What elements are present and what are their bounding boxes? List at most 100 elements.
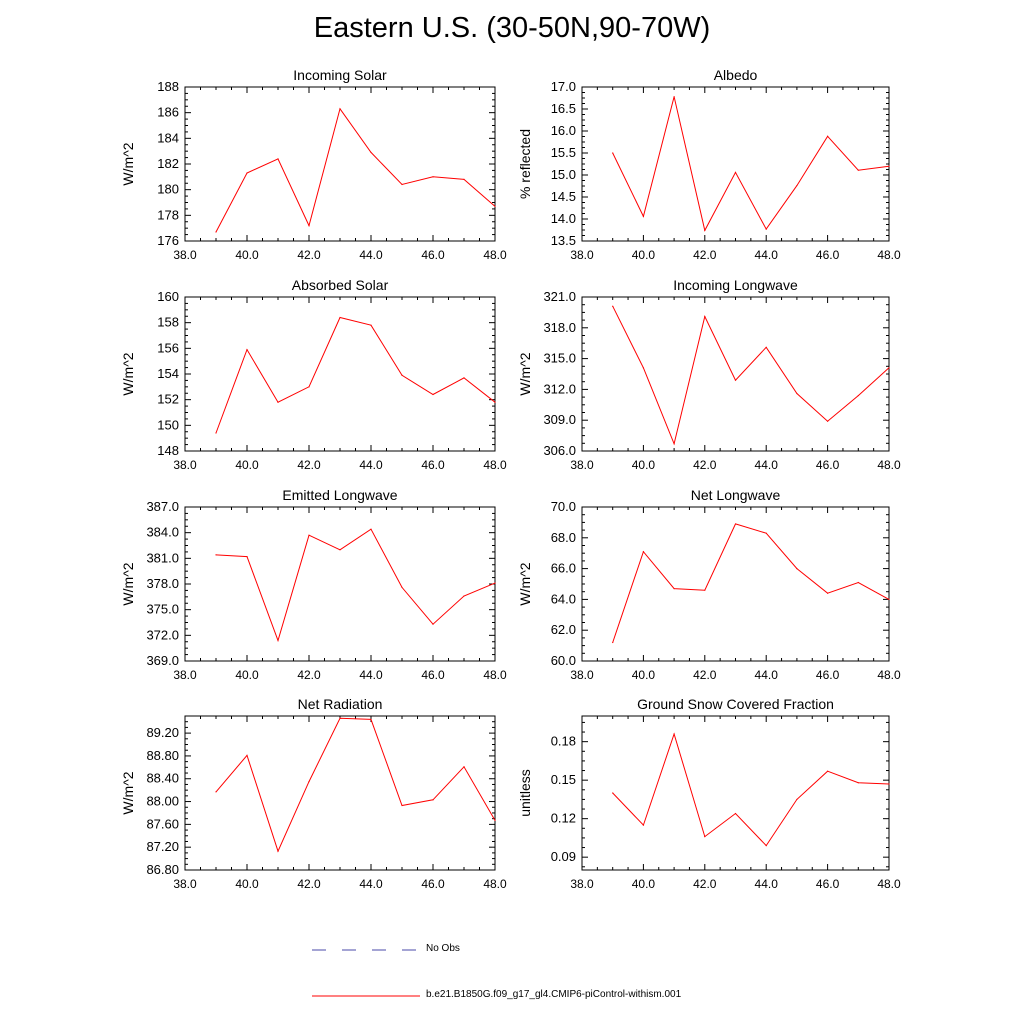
page-title: Eastern U.S. (30-50N,90-70W) — [313, 12, 711, 44]
data-point — [494, 582, 496, 584]
chart-title: Net Radiation — [298, 696, 383, 712]
plot-frame — [184, 296, 496, 452]
data-point — [432, 623, 434, 625]
y-tick-label: 378.0 — [146, 576, 179, 591]
x-tick-label: 40.0 — [632, 877, 656, 891]
x-tick-label: 44.0 — [755, 248, 779, 262]
data-point — [765, 845, 767, 847]
x-tick-label: 48.0 — [877, 668, 901, 682]
data-point — [277, 401, 279, 403]
chart-albedo: Albedo % reflected 38.0 40.0 42.0 44.0 46.0 48.… — [517, 67, 901, 262]
y-tick-label: 64.0 — [551, 591, 576, 606]
series-line-albedo — [612, 96, 890, 232]
data-point — [277, 158, 279, 160]
y-tick-label: 384.0 — [146, 525, 179, 540]
data-point — [765, 346, 767, 348]
chart-incoming-longwave: Incoming Longwave W/m^2 38.0 40.0 42.0 44.0 46… — [517, 277, 901, 472]
x-tick-label: 46.0 — [421, 248, 445, 262]
series-line-incoming-longwave — [612, 305, 890, 446]
y-tick-label: 88.40 — [146, 771, 179, 786]
data-point — [888, 783, 890, 785]
data-point — [704, 229, 706, 232]
data-point — [704, 315, 706, 318]
y-tick-label: 16.0 — [551, 123, 576, 138]
x-tick-label: 42.0 — [297, 458, 321, 472]
data-point — [215, 791, 217, 793]
y-tick-label: 160 — [157, 289, 179, 304]
x-tick-label: 48.0 — [877, 248, 901, 262]
x-tick-label: 38.0 — [570, 248, 594, 262]
data-point — [673, 443, 675, 445]
data-point — [370, 718, 372, 721]
x-tick-label: 38.0 — [570, 877, 594, 891]
y-axis-label: W/m^2 — [120, 142, 136, 185]
data-point — [888, 165, 890, 167]
chart-net-longwave: Net Longwave W/m^2 38.0 40.0 42.0 44.0 46.0 48.… — [517, 487, 901, 682]
data-point — [432, 799, 434, 801]
legend-item-no-obs: No Obs — [312, 940, 512, 960]
legend-label-model-run: b.e21.B1850G.f09_g17_gl4.CMIP6-piControl… — [426, 989, 682, 1000]
data-point — [246, 349, 248, 351]
data-point — [857, 394, 859, 397]
y-tick-label: 70.0 — [551, 499, 576, 514]
y-tick-label: 0.15 — [551, 772, 576, 787]
y-tick-label: 369.0 — [146, 653, 179, 668]
data-point — [734, 379, 737, 381]
y-tick-label: 154 — [157, 366, 179, 381]
y-tick-label: 87.20 — [146, 839, 179, 854]
chart-title: Albedo — [714, 67, 758, 83]
x-tick-label: 40.0 — [235, 248, 259, 262]
x-tick-label: 46.0 — [421, 458, 445, 472]
y-axis-label: % reflected — [517, 129, 533, 199]
y-tick-label: 150 — [157, 417, 179, 432]
y-tick-label: 16.5 — [551, 101, 576, 116]
data-point — [401, 374, 403, 376]
data-point — [463, 595, 465, 597]
chart-title: Incoming Solar — [293, 67, 387, 83]
data-point — [246, 172, 248, 174]
data-point — [401, 183, 403, 186]
chart-title: Absorbed Solar — [292, 277, 389, 293]
data-point — [308, 386, 310, 388]
x-tick-label: 46.0 — [816, 877, 840, 891]
data-point — [215, 231, 217, 233]
y-tick-label: 88.00 — [146, 794, 179, 809]
x-tick-label: 48.0 — [877, 458, 901, 472]
y-tick-label: 60.0 — [551, 653, 576, 668]
data-point — [370, 324, 372, 326]
chart-emitted-longwave: Emitted Longwave W/m^2 38.0 40.0 42.0 44.0 46.… — [120, 487, 507, 682]
data-point — [339, 316, 341, 319]
data-point — [857, 169, 859, 171]
series-line-absorbed-solar — [215, 316, 496, 434]
plot-frame — [581, 86, 890, 242]
x-tick-label: 48.0 — [483, 668, 507, 682]
data-point — [277, 639, 279, 642]
y-tick-label: 0.18 — [551, 734, 576, 749]
chart-incoming-solar: Incoming Solar W/m^2 38.0 40.0 42.0 44.0 46.0 4… — [120, 67, 507, 262]
x-tick-label: 42.0 — [693, 877, 717, 891]
y-tick-label: 88.80 — [146, 748, 179, 763]
data-point — [401, 586, 403, 589]
data-point — [494, 205, 496, 207]
y-tick-label: 176 — [157, 233, 179, 248]
chart-net-radiation: Net Radiation W/m^2 38.0 40.0 42.0 44.0 46.0 48… — [120, 696, 507, 891]
x-tick-label: 44.0 — [755, 877, 779, 891]
y-tick-label: 87.60 — [146, 816, 179, 831]
x-tick-label: 46.0 — [816, 668, 840, 682]
data-point — [612, 641, 614, 644]
x-tick-label: 38.0 — [173, 458, 197, 472]
plot-frame — [184, 506, 496, 662]
data-point — [370, 151, 372, 154]
y-tick-label: 180 — [157, 182, 179, 197]
y-tick-label: 148 — [157, 443, 179, 458]
data-point — [612, 152, 614, 154]
legend-swatch-solid — [312, 995, 420, 997]
data-point — [308, 225, 310, 227]
x-tick-label: 42.0 — [693, 668, 717, 682]
chart-title: Emitted Longwave — [282, 487, 397, 503]
series-line-emitted-longwave — [215, 528, 496, 643]
x-tick-label: 48.0 — [483, 248, 507, 262]
x-tick-label: 38.0 — [570, 668, 594, 682]
x-tick-label: 38.0 — [570, 458, 594, 472]
x-tick-label: 44.0 — [755, 458, 779, 472]
